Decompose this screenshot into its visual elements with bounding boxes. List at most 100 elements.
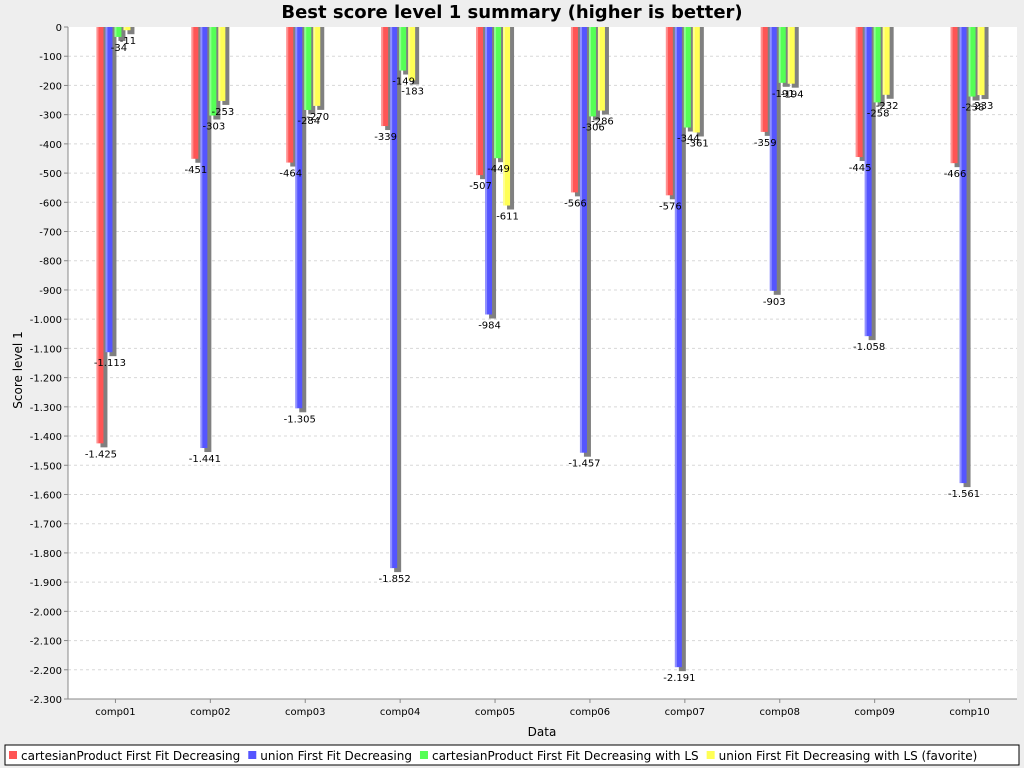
bar-highlight [769, 27, 772, 291]
y-tick-label: -1.700 [30, 520, 62, 531]
legend: cartesianProduct First Fit Decreasing uni… [4, 744, 1020, 766]
bar-shadow [403, 27, 411, 75]
bar [570, 27, 578, 193]
data-label: -253 [211, 107, 234, 118]
bar-shadow [954, 27, 962, 168]
legend-label: cartesianProduct First Fit Decreasing wi… [432, 749, 699, 763]
bar-shadow [592, 27, 600, 121]
bar-shadow [981, 27, 989, 100]
data-label: -1.457 [568, 459, 600, 470]
bar-highlight [313, 27, 316, 106]
bar-shadow [782, 27, 790, 87]
bar-highlight [683, 27, 686, 128]
bar [191, 27, 199, 159]
y-tick-label: -500 [39, 169, 62, 180]
bar-shadow [498, 27, 506, 163]
bar-shadow [127, 27, 135, 35]
bar-shadow [489, 27, 497, 319]
legend-swatch [706, 751, 715, 759]
bar-highlight [494, 27, 497, 159]
bar-highlight [295, 27, 298, 409]
bar-highlight [665, 27, 668, 196]
bar-highlight [381, 27, 384, 127]
bar-highlight [476, 27, 479, 176]
data-label: -286 [591, 117, 614, 128]
bar [674, 27, 682, 668]
data-label: -359 [754, 138, 777, 149]
y-axis-label: Score level 1 [11, 331, 25, 408]
bar-shadow [100, 27, 108, 448]
bar-highlight [96, 27, 99, 444]
bar-shadow [118, 27, 126, 41]
bar-shadow [791, 27, 799, 88]
x-tick-label: comp02 [190, 707, 230, 718]
x-tick-label: comp04 [380, 707, 420, 718]
bar [485, 27, 493, 315]
y-tick-label: -900 [39, 286, 62, 297]
bar-shadow [195, 27, 203, 163]
bar-highlight [114, 27, 117, 37]
bar-shadow [877, 27, 885, 107]
y-tick-label: -600 [39, 198, 62, 209]
bar [286, 27, 294, 163]
data-label: -232 [876, 101, 899, 112]
bar-highlight [390, 27, 393, 569]
bar-shadow [290, 27, 298, 167]
data-label: -451 [184, 165, 207, 176]
data-label: -191 [772, 89, 795, 100]
data-label: -194 [781, 90, 804, 101]
bar-highlight [692, 27, 695, 133]
bar-highlight [304, 27, 307, 110]
grid [68, 55, 1017, 700]
y-tick-label: -200 [39, 81, 62, 92]
bar [476, 27, 484, 176]
legend-label: union First Fit Decreasing [260, 749, 412, 763]
bar-highlight [209, 27, 212, 116]
data-label: -903 [763, 297, 786, 308]
bar-shadow [773, 27, 781, 295]
bar [209, 27, 217, 116]
data-label: -449 [487, 164, 510, 175]
data-label: -303 [202, 122, 225, 133]
y-tick-label: -1.400 [30, 432, 62, 443]
data-label: -183 [401, 86, 424, 97]
y-tick-label: -2.100 [30, 637, 62, 648]
bar-highlight [105, 27, 108, 353]
y-tick-label: -800 [39, 257, 62, 268]
y-tick-label: -1.600 [30, 490, 62, 501]
bar-highlight [485, 27, 488, 315]
bar-shadow [859, 27, 867, 162]
data-labels: -1.425 -1.113 -34-11 -451 -1.441 -303 -253 -464… [85, 36, 994, 684]
bar-shadow [868, 27, 876, 341]
bar-highlight [760, 27, 763, 132]
bar-highlight [873, 27, 876, 103]
x-tick-label: comp07 [665, 707, 705, 718]
y-tick-label: -1.900 [30, 578, 62, 589]
bar [864, 27, 872, 337]
data-label: -1.058 [853, 342, 885, 353]
bar [588, 27, 596, 117]
data-label: -611 [496, 212, 519, 223]
bar [123, 27, 131, 31]
bar-shadow [601, 27, 609, 115]
bar-highlight [882, 27, 885, 95]
x-tick-label: comp05 [475, 707, 515, 718]
x-tick-label: comp09 [854, 707, 894, 718]
chart-title: Best score level 1 summary (higher is be… [281, 2, 742, 23]
bar [390, 27, 398, 569]
bar [950, 27, 958, 164]
data-label: -339 [374, 132, 397, 143]
data-label: -2.191 [663, 673, 695, 684]
data-label: -464 [279, 169, 302, 180]
x-axis-label: Data [528, 725, 557, 739]
bar-shadow [204, 27, 212, 453]
bar-shadow [574, 27, 582, 197]
bar-highlight [588, 27, 591, 117]
bar-shadow [963, 27, 971, 488]
legend-label: cartesianProduct First Fit Decreasing [21, 749, 240, 763]
y-tick-label: 0 [56, 23, 62, 34]
bar-highlight [597, 27, 600, 111]
bar [304, 27, 312, 110]
bar-highlight [674, 27, 677, 668]
bar [408, 27, 416, 81]
